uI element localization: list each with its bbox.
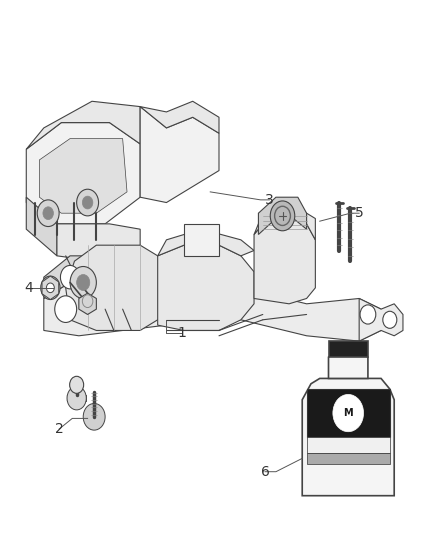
Polygon shape (302, 378, 394, 496)
Circle shape (46, 283, 54, 293)
Polygon shape (42, 276, 59, 300)
Circle shape (360, 305, 376, 324)
Circle shape (37, 200, 59, 227)
Circle shape (77, 189, 99, 216)
Circle shape (43, 207, 53, 220)
Polygon shape (258, 197, 307, 235)
Circle shape (55, 296, 77, 322)
Polygon shape (307, 389, 390, 437)
Polygon shape (307, 437, 390, 453)
Text: 4: 4 (24, 281, 33, 295)
Circle shape (67, 386, 86, 410)
Text: 6: 6 (261, 465, 269, 479)
Circle shape (82, 196, 93, 209)
Circle shape (83, 403, 105, 430)
Polygon shape (66, 245, 175, 330)
Circle shape (41, 276, 60, 300)
Polygon shape (158, 245, 254, 330)
Circle shape (270, 201, 295, 231)
Polygon shape (26, 101, 140, 149)
Polygon shape (359, 298, 403, 341)
Circle shape (77, 274, 90, 290)
Text: 5: 5 (355, 206, 364, 220)
Circle shape (383, 311, 397, 328)
Polygon shape (57, 224, 140, 261)
Polygon shape (184, 224, 219, 256)
Circle shape (70, 266, 96, 298)
Polygon shape (158, 229, 254, 256)
Polygon shape (26, 123, 140, 224)
Polygon shape (254, 213, 315, 304)
Text: 2: 2 (55, 422, 64, 436)
Circle shape (70, 376, 84, 393)
Polygon shape (39, 139, 127, 213)
Polygon shape (67, 395, 86, 401)
Polygon shape (328, 341, 368, 357)
Polygon shape (307, 453, 390, 464)
Polygon shape (44, 277, 381, 341)
Polygon shape (140, 101, 219, 133)
Text: 1: 1 (177, 326, 186, 340)
Text: M: M (343, 408, 353, 418)
Polygon shape (328, 352, 368, 378)
Circle shape (60, 265, 80, 289)
Text: 3: 3 (265, 193, 274, 207)
Polygon shape (140, 107, 219, 203)
Polygon shape (254, 203, 315, 240)
Circle shape (333, 394, 364, 432)
Polygon shape (79, 293, 96, 314)
Polygon shape (26, 197, 57, 256)
Polygon shape (44, 256, 131, 298)
